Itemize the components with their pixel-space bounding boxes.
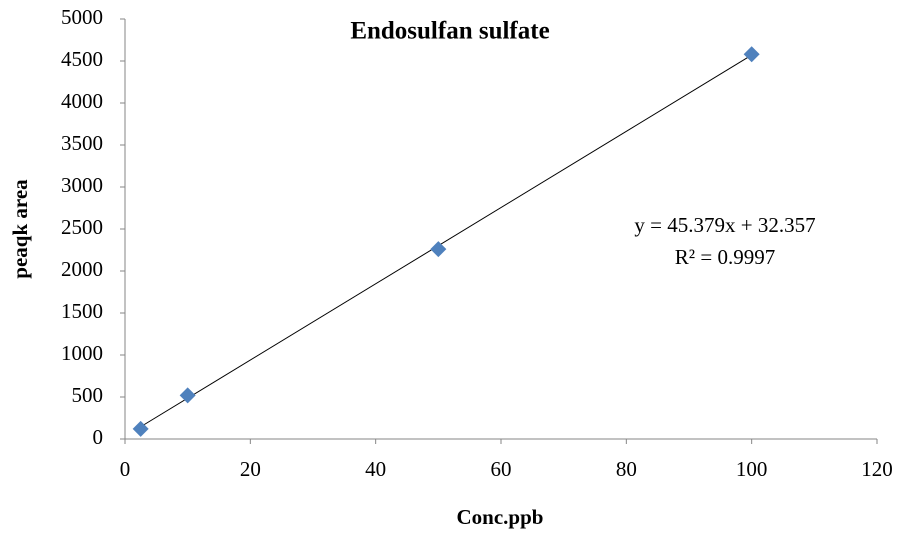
y-tick-label: 5000 <box>61 5 103 29</box>
y-tick-label: 1500 <box>61 299 103 323</box>
trendline-equation: y = 45.379x + 32.357 <box>634 213 815 237</box>
trendline <box>140 54 752 428</box>
y-tick-label: 3500 <box>61 131 103 155</box>
y-tick-label: 2500 <box>61 215 103 239</box>
x-axis-label: Conc.ppb <box>457 505 544 529</box>
y-tick-label: 4500 <box>61 47 103 71</box>
x-tick-label: 100 <box>736 457 768 481</box>
x-tick-label: 20 <box>240 457 261 481</box>
data-point <box>743 46 760 63</box>
data-point <box>132 420 149 437</box>
x-tick-label: 40 <box>365 457 386 481</box>
data-point <box>179 387 196 404</box>
trendline-r2: R² = 0.9997 <box>675 245 775 269</box>
data-point <box>430 241 447 258</box>
y-axis-label: peaqk area <box>8 179 32 279</box>
y-tick-label: 2000 <box>61 257 103 281</box>
x-tick-label: 60 <box>491 457 512 481</box>
y-tick-label: 4000 <box>61 89 103 113</box>
y-tick-label: 500 <box>72 383 104 407</box>
y-tick-label: 0 <box>93 425 104 449</box>
x-tick-label: 120 <box>861 457 893 481</box>
y-tick-label: 1000 <box>61 341 103 365</box>
x-tick-label: 80 <box>616 457 637 481</box>
chart-title: Endosulfan sulfate <box>350 18 549 45</box>
y-tick-label: 3000 <box>61 173 103 197</box>
x-tick-label: 0 <box>120 457 131 481</box>
